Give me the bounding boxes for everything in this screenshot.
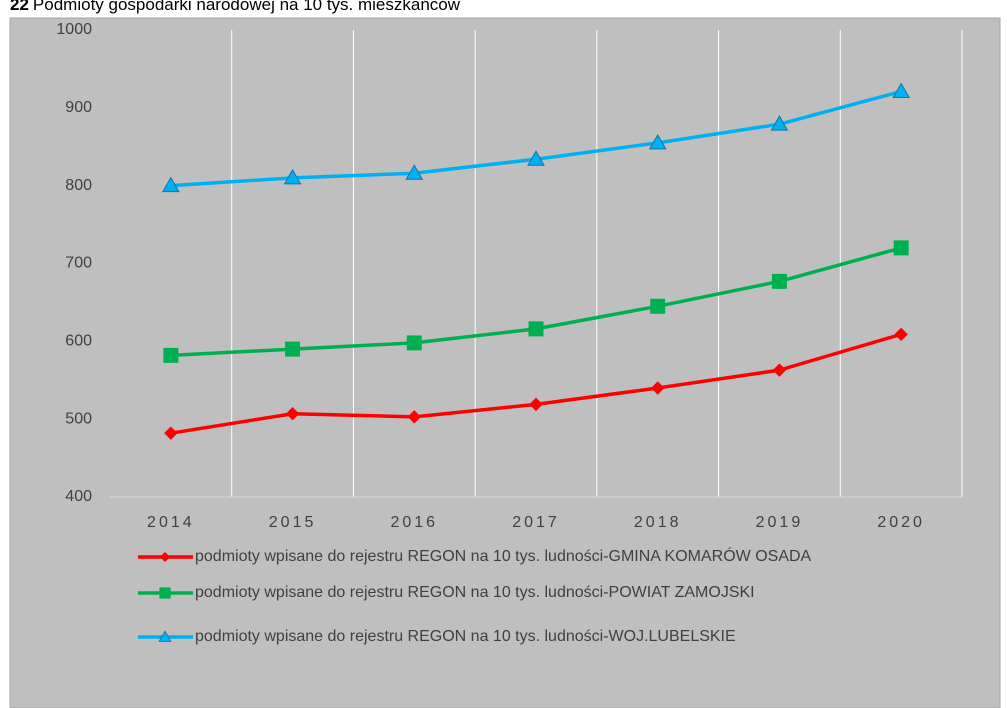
marker xyxy=(771,273,787,289)
y-tick-label: 800 xyxy=(65,177,92,194)
marker xyxy=(772,363,787,377)
marker xyxy=(161,176,180,193)
marker xyxy=(158,630,172,642)
marker xyxy=(529,397,543,412)
legend-item: podmioty wpisane do rejestru REGON na 10… xyxy=(138,626,958,648)
marker xyxy=(159,551,171,563)
legend-swatch xyxy=(138,587,193,599)
legend-swatch xyxy=(138,551,193,563)
legend-label: podmioty wpisane do rejestru REGON na 10… xyxy=(195,628,736,645)
y-tick-label: 600 xyxy=(65,333,92,350)
marker xyxy=(527,150,545,166)
legend-item: podmioty wpisane do rejestru REGON na 10… xyxy=(138,546,958,568)
title-text: Podmioty gospodarki narodowej na 10 tys.… xyxy=(33,0,461,14)
title-number: 22 xyxy=(10,0,29,14)
chart-title: 22 Podmioty gospodarki narodowej na 10 ty… xyxy=(10,0,461,14)
legend-label: podmioty wpisane do rejestru REGON na 10… xyxy=(195,548,812,565)
x-tick-label: 2017 xyxy=(512,514,560,531)
marker xyxy=(159,587,171,599)
marker xyxy=(285,407,300,421)
y-tick-label: 1000 xyxy=(56,21,92,38)
marker xyxy=(651,381,665,395)
marker xyxy=(164,426,178,440)
legend: podmioty wpisane do rejestru REGON na 10… xyxy=(138,546,958,648)
y-tick-label: 900 xyxy=(65,99,92,116)
marker xyxy=(770,115,789,131)
x-tick-label: 2016 xyxy=(390,514,438,531)
legend-item: podmioty wpisane do rejestru REGON na 10… xyxy=(138,582,958,604)
x-tick-label: 2014 xyxy=(147,514,195,531)
x-tick-label: 2018 xyxy=(634,514,682,531)
y-tick-label: 400 xyxy=(65,488,92,505)
marker xyxy=(163,347,179,363)
marker xyxy=(406,335,422,351)
y-tick-label: 700 xyxy=(65,255,92,272)
x-tick-label: 2015 xyxy=(269,514,317,531)
marker xyxy=(650,298,666,314)
legend-label: podmioty wpisane do rejestru REGON na 10… xyxy=(195,584,755,601)
marker xyxy=(892,82,911,98)
marker xyxy=(283,168,302,185)
marker xyxy=(648,133,667,150)
x-tick-label: 2019 xyxy=(756,514,804,531)
marker xyxy=(285,341,301,357)
legend-swatch xyxy=(138,630,193,642)
marker xyxy=(528,321,544,337)
marker xyxy=(405,164,424,180)
marker xyxy=(893,240,909,256)
y-tick-label: 500 xyxy=(65,410,92,427)
marker xyxy=(407,410,421,424)
marker xyxy=(894,327,908,342)
x-tick-label: 2020 xyxy=(877,514,925,531)
